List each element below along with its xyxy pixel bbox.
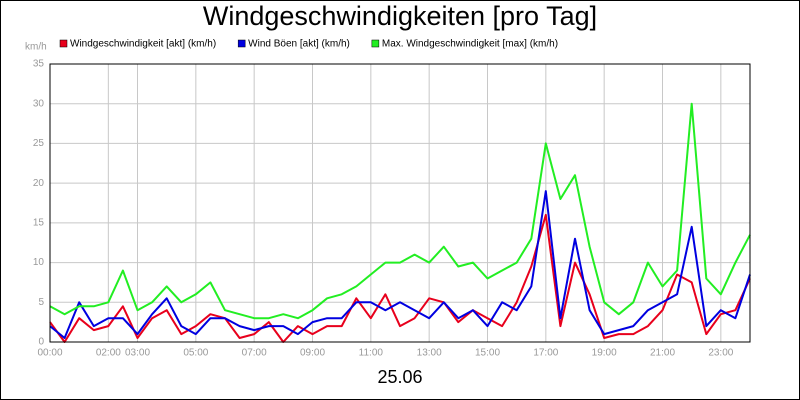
x-tick-label: 11:00	[359, 348, 384, 359]
x-tick-label: 03:00	[125, 348, 150, 359]
y-tick-label: 35	[33, 59, 45, 70]
x-tick-label: 17:00	[533, 348, 558, 359]
y-tick-label: 5	[38, 297, 44, 308]
legend-label: Max. Windgeschwindigkeit [max] (km/h)	[382, 39, 558, 50]
y-tick-label: 30	[33, 98, 45, 109]
x-tick-label: 13:00	[417, 348, 442, 359]
x-tick-label: 00:00	[37, 348, 62, 359]
series-line	[49, 213, 751, 343]
x-tick-label: 09:00	[300, 348, 325, 359]
x-tick-label: 05:00	[183, 348, 208, 359]
chart-title: Windgeschwindigkeiten [pro Tag]	[203, 1, 597, 31]
x-tick-label: 23:00	[708, 348, 733, 359]
y-tick-label: 20	[33, 178, 45, 189]
series-line	[49, 190, 751, 339]
series-line	[49, 102, 751, 320]
x-tick-label: 15:00	[475, 348, 500, 359]
y-tick-label: 25	[33, 138, 45, 149]
legend-swatch	[59, 39, 68, 48]
x-tick-label: 19:00	[592, 348, 617, 359]
x-tick-label: 02:00	[96, 348, 121, 359]
legend-swatch	[371, 39, 380, 48]
x-tick-label: 21:00	[650, 348, 675, 359]
y-tick-label: 10	[33, 257, 45, 268]
y-tick-label: 15	[33, 217, 45, 228]
y-unit: km/h	[25, 42, 47, 53]
legend-label: Windgeschwindigkeit [akt] (km/h)	[70, 39, 216, 50]
legend-label: Wind Böen [akt] (km/h)	[248, 39, 350, 50]
x-tick-label: 07:00	[242, 348, 267, 359]
x-label: 25.06	[377, 367, 422, 387]
plot-border	[49, 63, 751, 343]
legend-swatch	[237, 39, 246, 48]
y-tick-label: 0	[38, 337, 44, 348]
